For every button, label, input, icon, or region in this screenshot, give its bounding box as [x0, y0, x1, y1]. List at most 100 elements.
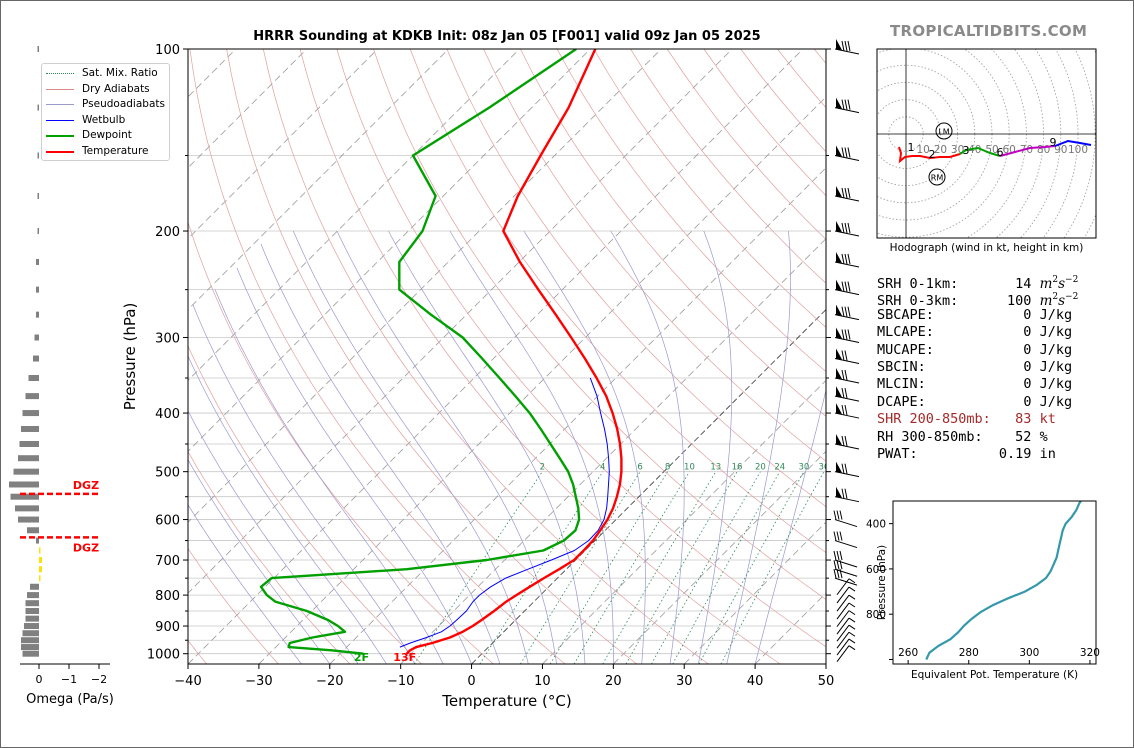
param-label: MUCAPE:: [877, 341, 934, 358]
mixing-ratio-label: 13: [710, 463, 721, 473]
param-row: MLCIN: 0 J/kg: [877, 376, 1078, 393]
param-value: 0: [933, 324, 1040, 341]
omega-bar: [39, 557, 42, 564]
param-row: RH 300-850mb: 52 %: [877, 429, 1078, 446]
legend-swatch: [46, 135, 74, 137]
hodograph-frame: [876, 48, 1097, 239]
wind-barb: [836, 631, 856, 649]
skewt-plot-area: 2 4 6 8 10 13 16 20 24 30 36: [188, 49, 826, 664]
dry-adiabat: [189, 49, 566, 664]
wind-barb: [836, 578, 856, 596]
pseudoadiabat: [523, 230, 646, 664]
hodograph-trace: [959, 146, 1001, 157]
dry-adiabat: [593, 49, 826, 328]
dry-adiabat: [336, 49, 826, 648]
theta-e-x-tick-label: 260: [898, 647, 918, 659]
dry-adiabat: [373, 49, 826, 600]
param-label: SRH 0-3km:: [877, 293, 959, 310]
wind-barb: [834, 304, 860, 321]
dewpoint-profile: [259, 49, 581, 655]
pseudoadiabat: [260, 243, 501, 664]
legend-label: Pseudoadiabats: [82, 98, 165, 110]
hodograph-ring-label: 70: [1020, 144, 1033, 156]
omega-bar: [18, 455, 39, 462]
omega-bar: [10, 493, 39, 500]
wind-barb: [834, 403, 860, 419]
param-unit: J/kg: [1039, 341, 1073, 358]
wind-barb: [836, 617, 856, 635]
wind-barb: [833, 531, 858, 549]
omega-bar: [25, 600, 39, 607]
hodograph-ring-label: 100: [1068, 144, 1088, 156]
omega-bar: [22, 650, 39, 657]
y-tick-label: 400: [155, 407, 180, 422]
param-label: SHR 200-850mb:: [877, 411, 991, 428]
omega-bar: [36, 537, 39, 544]
omega-bar: [37, 228, 39, 235]
y-tick-label: 800: [155, 589, 180, 604]
y-tick-label: 300: [155, 332, 180, 347]
dry-adiabat: [262, 49, 709, 664]
wind-barb: [834, 97, 860, 114]
wind-barb: [834, 367, 860, 384]
isotherm-line: [329, 167, 826, 664]
omega-bar: [21, 425, 39, 432]
param-unit: %: [1039, 428, 1048, 445]
pseudoadiabat: [188, 410, 359, 664]
dry-adiabat: [188, 450, 351, 664]
omega-bar: [27, 527, 39, 534]
mixing-ratio-label: 4: [600, 463, 605, 473]
pseudoadiabat: [449, 230, 614, 664]
storm-motion-label: RM: [931, 174, 944, 183]
x-tick-label: 40: [747, 674, 764, 689]
pseudoadiabat: [754, 388, 826, 664]
y-tick-label: 900: [155, 620, 180, 635]
param-row: DCAPE: 0 J/kg: [877, 394, 1078, 411]
mixing-ratio-label: 8: [665, 463, 670, 473]
param-value: 52: [982, 428, 1040, 445]
pseudoadiabat: [188, 459, 331, 664]
dry-adiabat: [188, 345, 422, 664]
isotherm-line: [188, 49, 733, 594]
pseudoadiabat: [698, 230, 733, 664]
x-tick-label: −10: [387, 674, 414, 689]
param-unit: J/kg: [1039, 324, 1073, 341]
mixing-ratio-line: [672, 471, 781, 664]
param-value: 0: [933, 306, 1040, 323]
x-axis-label: Temperature (°C): [441, 692, 571, 710]
x-tick-label: 10: [534, 674, 551, 689]
param-value: 0: [925, 358, 1040, 375]
wind-barb: [833, 550, 858, 568]
omega-bar: [21, 644, 39, 651]
mixing-ratio-label: 24: [774, 463, 785, 473]
theta-e-y-tick-label: 600: [866, 564, 886, 576]
chart-legend: Sat. Mix. Ratio Dry Adiabats Pseudoadiabat…: [41, 63, 170, 161]
omega-tick-label: −2: [91, 673, 107, 686]
legend-swatch: [46, 73, 74, 74]
hodograph-ring-label: 20: [934, 144, 947, 156]
mixing-ratio-line: [549, 471, 668, 664]
param-value: 0: [925, 376, 1040, 393]
dry-adiabat: [446, 49, 826, 508]
mixing-ratio-line: [625, 471, 738, 664]
dry-adiabat: [226, 49, 638, 664]
theta-e-profile: [925, 501, 1082, 660]
omega-bar: [19, 440, 39, 447]
param-value: 100: [958, 293, 1040, 310]
param-value: 14: [958, 276, 1040, 292]
param-unit: J/kg: [1039, 358, 1073, 375]
legend-label: Sat. Mix. Ratio: [82, 67, 158, 79]
hodograph-trace: [1054, 139, 1092, 147]
wind-barb: [834, 251, 860, 268]
legend-item: Pseudoadiabats: [46, 97, 168, 112]
dry-adiabat: [483, 49, 826, 462]
pseudoadiabat: [388, 230, 586, 664]
wind-barb: [834, 386, 860, 402]
omega-bar: [37, 152, 39, 159]
pseudoadiabat: [336, 230, 557, 664]
omega-bar: [34, 334, 39, 341]
pseudoadiabat: [236, 267, 472, 664]
param-row: MLCAPE: 0 J/kg: [877, 324, 1078, 341]
omega-bar: [39, 566, 42, 573]
